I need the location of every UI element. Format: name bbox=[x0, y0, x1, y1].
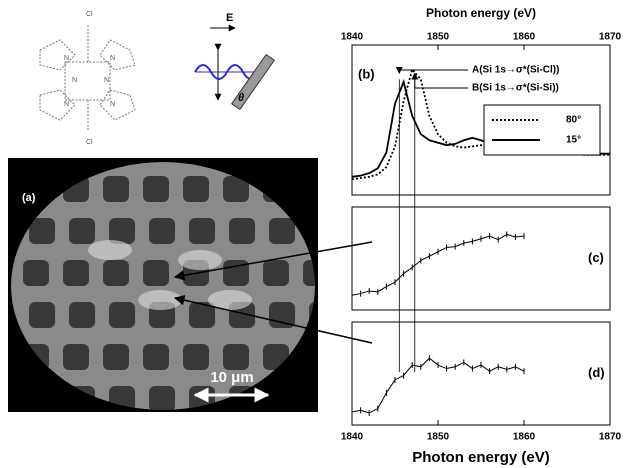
field-label: E bbox=[226, 12, 233, 24]
bright-spot bbox=[88, 240, 132, 260]
panel-label: (a) bbox=[22, 192, 36, 204]
atom-label: N bbox=[104, 77, 109, 84]
pointer-arrow bbox=[173, 294, 373, 344]
x-tick-label: 1840 bbox=[341, 432, 364, 443]
panel-label: (d) bbox=[588, 365, 605, 380]
data-line bbox=[351, 233, 525, 296]
x-tick-label: 1860 bbox=[513, 32, 536, 43]
pattern-square bbox=[109, 302, 135, 328]
pattern-square bbox=[23, 260, 49, 286]
atom-label: Cl bbox=[86, 11, 93, 18]
atom-label: N bbox=[64, 101, 69, 108]
panel-label: (b) bbox=[358, 66, 375, 81]
atom-label: N bbox=[110, 101, 115, 108]
pattern-square bbox=[189, 302, 215, 328]
pattern-square bbox=[29, 218, 55, 244]
x-tick-label: 1870 bbox=[599, 432, 622, 443]
pattern-square bbox=[69, 302, 95, 328]
pattern-square bbox=[109, 218, 135, 244]
pattern-square bbox=[269, 218, 295, 244]
pointer-arrow bbox=[173, 241, 373, 281]
atom-label: N bbox=[110, 55, 115, 62]
legend-label: 80° bbox=[566, 115, 581, 126]
plot-frame bbox=[351, 206, 611, 311]
pattern-square bbox=[149, 218, 175, 244]
atom-label: Cl bbox=[86, 139, 93, 146]
bright-spot bbox=[208, 290, 252, 310]
x-tick-label: 1850 bbox=[427, 432, 450, 443]
x-axis-title: Photon energy (eV) bbox=[426, 6, 536, 20]
annotation: A(Si 1s→σ*(Si-Cl)) bbox=[472, 65, 559, 76]
pattern-square bbox=[183, 344, 209, 370]
pattern-square bbox=[263, 260, 289, 286]
legend-label: 15° bbox=[566, 135, 581, 146]
legend-box bbox=[483, 104, 601, 156]
annotation-leader bbox=[411, 72, 468, 89]
polarization-sketch bbox=[194, 24, 275, 111]
molecule bbox=[39, 25, 136, 130]
atom-label: N bbox=[72, 77, 77, 84]
pattern-square bbox=[143, 176, 169, 202]
scale-bar-label: 10 μm bbox=[210, 369, 253, 386]
panel-label: (c) bbox=[588, 250, 604, 265]
pattern-square bbox=[183, 176, 209, 202]
pattern-square bbox=[143, 344, 169, 370]
pattern-square bbox=[189, 218, 215, 244]
microscopy-image bbox=[8, 158, 318, 412]
pattern-square bbox=[103, 344, 129, 370]
pattern-square bbox=[143, 260, 169, 286]
annotation-leader bbox=[395, 66, 468, 74]
pattern-square bbox=[103, 176, 129, 202]
bright-spot bbox=[138, 290, 182, 310]
x-tick-label: 1870 bbox=[599, 32, 622, 43]
x-tick-label: 1840 bbox=[341, 32, 364, 43]
pattern-square bbox=[303, 260, 315, 286]
pattern-square bbox=[103, 260, 129, 286]
x-tick-label: 1850 bbox=[427, 32, 450, 43]
pattern-square bbox=[69, 218, 95, 244]
pattern-square bbox=[29, 302, 55, 328]
x-tick-label: 1860 bbox=[513, 432, 536, 443]
pattern-square bbox=[63, 260, 89, 286]
data-line bbox=[351, 67, 610, 181]
annotation: B(Si 1s→σ*(Si-Si)) bbox=[472, 83, 559, 94]
x-axis-title: Photon energy (eV) bbox=[412, 449, 550, 466]
pattern-square bbox=[223, 260, 249, 286]
pattern-square bbox=[223, 344, 249, 370]
angle-label: θ bbox=[238, 92, 244, 104]
bright-spot bbox=[178, 250, 222, 270]
plot-frame bbox=[351, 321, 611, 426]
pattern-square bbox=[223, 176, 249, 202]
pattern-square bbox=[149, 386, 175, 410]
pattern-square bbox=[229, 218, 255, 244]
atom-label: N bbox=[64, 55, 69, 62]
pattern-square bbox=[63, 344, 89, 370]
plot-frame bbox=[351, 44, 611, 196]
